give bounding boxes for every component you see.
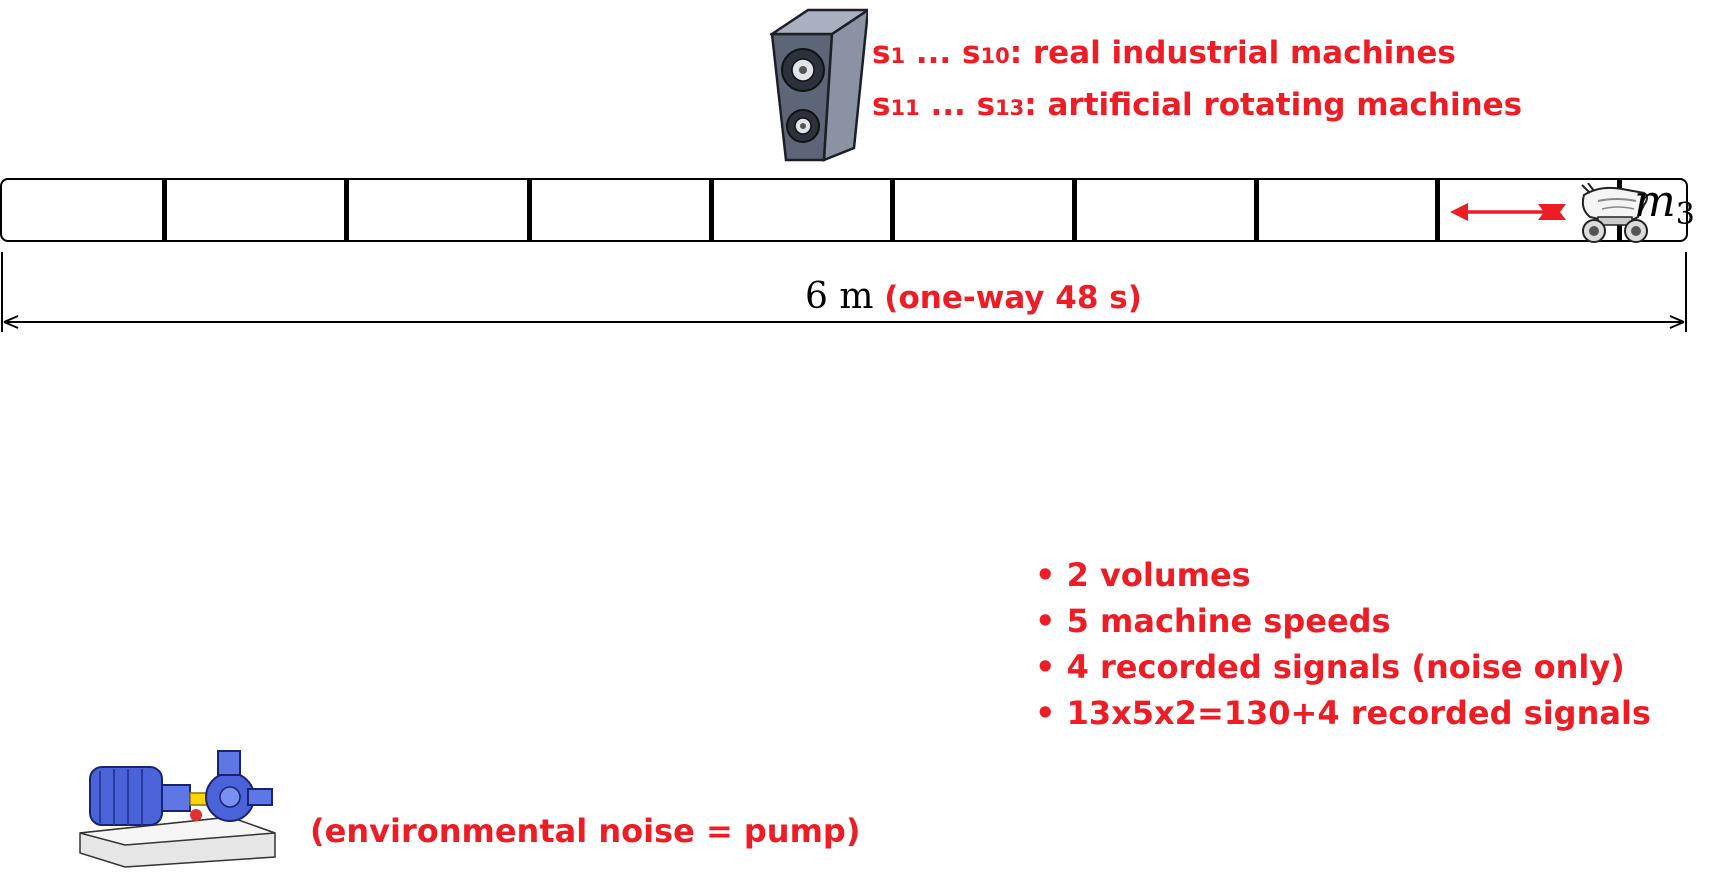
track-divider	[709, 180, 714, 240]
speaker-icon	[770, 8, 868, 162]
track-divider	[344, 180, 349, 240]
distance-label: 6 m (one-way 48 s)	[805, 276, 1142, 317]
track-divider	[527, 180, 532, 240]
distance-timing: (one-way 48 s)	[884, 280, 1142, 316]
track-divider	[890, 180, 895, 240]
note-item: • 5 machine speeds	[1035, 602, 1391, 640]
robot-label: m3	[1634, 176, 1695, 232]
pump-label: (environmental noise = pump)	[310, 812, 861, 850]
track-divider	[1072, 180, 1077, 240]
distance-value: 6 m	[805, 276, 874, 317]
note-item: • 4 recorded signals (noise only)	[1035, 648, 1625, 686]
track-divider	[1435, 180, 1440, 240]
measurement-track	[0, 178, 1688, 242]
sources-artificial-label: s11 ... s13: artificial rotating machine…	[872, 87, 1523, 123]
direction-arrow-icon	[1450, 203, 1566, 221]
robot-icon	[1581, 183, 1648, 243]
track-divider	[162, 180, 167, 240]
track-divider	[1254, 180, 1259, 240]
experiment-notes: • 2 volumes • 5 machine speeds • 4 recor…	[1035, 552, 1651, 736]
note-item: • 2 volumes	[1035, 556, 1251, 594]
distance-dimension-line	[1, 252, 1687, 332]
note-item: • 13x5x2=130+4 recorded signals	[1035, 694, 1651, 732]
pump-icon	[79, 750, 276, 868]
sources-real-label: s1 ... s10: real industrial machines	[872, 35, 1456, 71]
